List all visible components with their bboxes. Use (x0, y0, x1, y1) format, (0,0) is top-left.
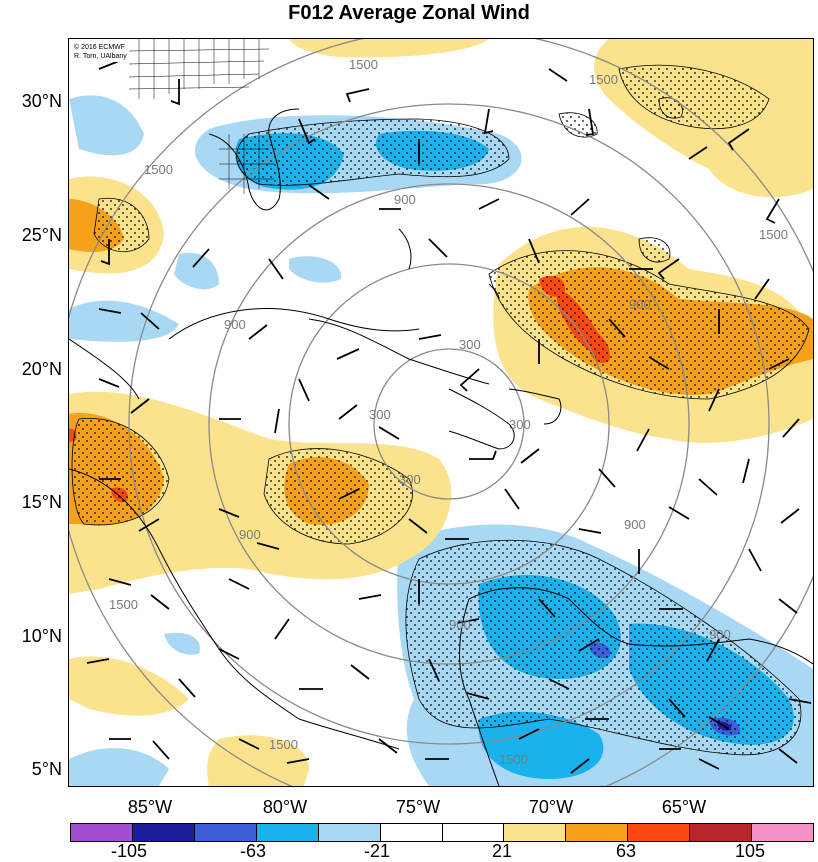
lat-label: 25°N (21, 225, 62, 245)
contour-label: 900 (624, 517, 646, 532)
contour-label: 300 (459, 337, 481, 352)
colorbar-swatch (256, 824, 319, 841)
contour-label: 1500 (589, 72, 618, 87)
contour-label: 300 (509, 417, 531, 432)
colorbar-swatch (628, 824, 691, 841)
credit-box: © 2016 ECMWF R. Torn, UAlbany (72, 42, 129, 62)
colorbar (70, 823, 814, 842)
colorbar-label: 63 (615, 841, 637, 861)
map-canvas: 1500 1500 1500 1500 1500 1500 900 900 90… (69, 39, 813, 786)
contour-label: 300 (399, 472, 421, 487)
lon-label: 65°W (661, 797, 707, 817)
county-lines (128, 39, 274, 194)
contour-label: 900 (629, 297, 651, 312)
colorbar-swatch (690, 824, 753, 841)
map-panel: 1500 1500 1500 1500 1500 1500 900 900 90… (68, 38, 814, 787)
colorbar-label: -63 (239, 841, 266, 861)
colorbar-label: 105 (734, 841, 766, 861)
colorbar-swatch (566, 824, 629, 841)
lon-label: 85°W (127, 797, 173, 817)
lat-label: 30°N (21, 91, 62, 111)
contour-labels: 1500 1500 1500 1500 1500 1500 900 900 90… (109, 57, 788, 767)
contour-label: 300 (369, 407, 391, 422)
distance-rings (69, 39, 813, 786)
colorbar-label: -105 (110, 841, 148, 861)
contour-label: 1500 (499, 752, 528, 767)
colorbar-swatch (318, 824, 381, 841)
contour-label: 1500 (269, 737, 298, 752)
colorbar-swatch (442, 824, 505, 841)
lon-label: 70°W (528, 797, 574, 817)
contour-label: 900 (224, 317, 246, 332)
credit-line: R. Torn, UAlbany (74, 53, 127, 60)
contour-label: 1500 (109, 597, 138, 612)
lon-label: 75°W (395, 797, 441, 817)
lat-label: 5°N (31, 759, 62, 779)
coastlines (69, 108, 813, 786)
contour-label: 1500 (144, 162, 173, 177)
chart-title: F012 Average Zonal Wind (288, 2, 530, 24)
lat-label: 10°N (21, 626, 62, 646)
stipple-regions (71, 64, 810, 756)
colorbar-swatch (504, 824, 567, 841)
colorbar-swatch (71, 824, 133, 841)
lat-label: 20°N (21, 359, 62, 379)
colorbar-swatch (194, 824, 257, 841)
lat-label: 15°N (21, 492, 62, 512)
credit-line: © 2016 ECMWF (74, 44, 126, 51)
colorbar-swatch (380, 824, 443, 841)
colorbar-swatch (132, 824, 195, 841)
contour-label: 900 (449, 617, 471, 632)
lon-label: 80°W (262, 797, 308, 817)
contour-label: 900 (239, 527, 261, 542)
contour-label: 900 (394, 192, 416, 207)
contour-label: 1500 (349, 57, 378, 72)
colorbar-label: -21 (363, 841, 390, 861)
colorbar-swatch (752, 824, 814, 841)
contour-label: 900 (709, 627, 731, 642)
contour-label: 1500 (759, 227, 788, 242)
colorbar-label: 21 (491, 841, 513, 861)
